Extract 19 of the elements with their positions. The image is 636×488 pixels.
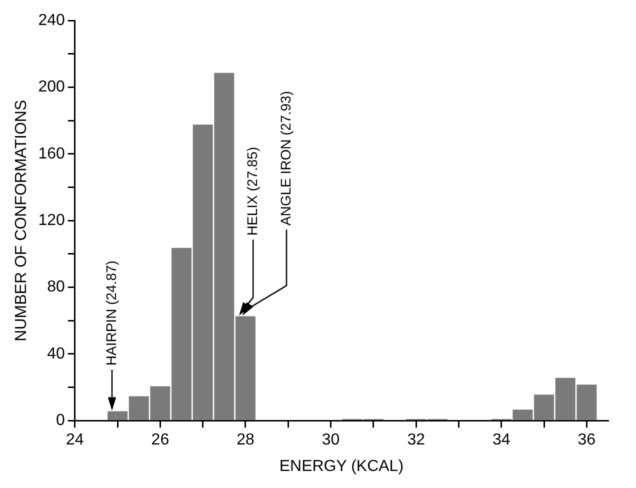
x-tick-label: 36 <box>578 432 596 449</box>
y-tick-label: 200 <box>38 78 65 96</box>
x-tick-label: 34 <box>492 432 510 449</box>
y-tick-label: 120 <box>38 212 65 230</box>
x-tick-label: 30 <box>322 432 340 449</box>
annotation: ANGLE IRON (27.93) <box>277 90 294 226</box>
y-tick-label: 40 <box>47 345 65 362</box>
annotation: HAIRPIN (24.87) <box>102 260 119 366</box>
y-tick-label: 240 <box>38 12 65 30</box>
x-tick-label: 32 <box>407 432 426 449</box>
x-axis-title: ENERGY (KCAL) <box>279 458 404 475</box>
x-tick-label: 24 <box>66 432 84 449</box>
x-tick-label: 26 <box>151 432 170 449</box>
annotation: HELIX (27.85) <box>244 146 260 236</box>
y-axis-title: NUMBER OF CONFORMATIONS <box>13 100 30 342</box>
x-tick-label: 28 <box>236 432 254 449</box>
y-tick-label: 80 <box>47 278 65 296</box>
y-tick-label: 0 <box>56 412 65 430</box>
y-tick-label: 160 <box>38 145 65 162</box>
